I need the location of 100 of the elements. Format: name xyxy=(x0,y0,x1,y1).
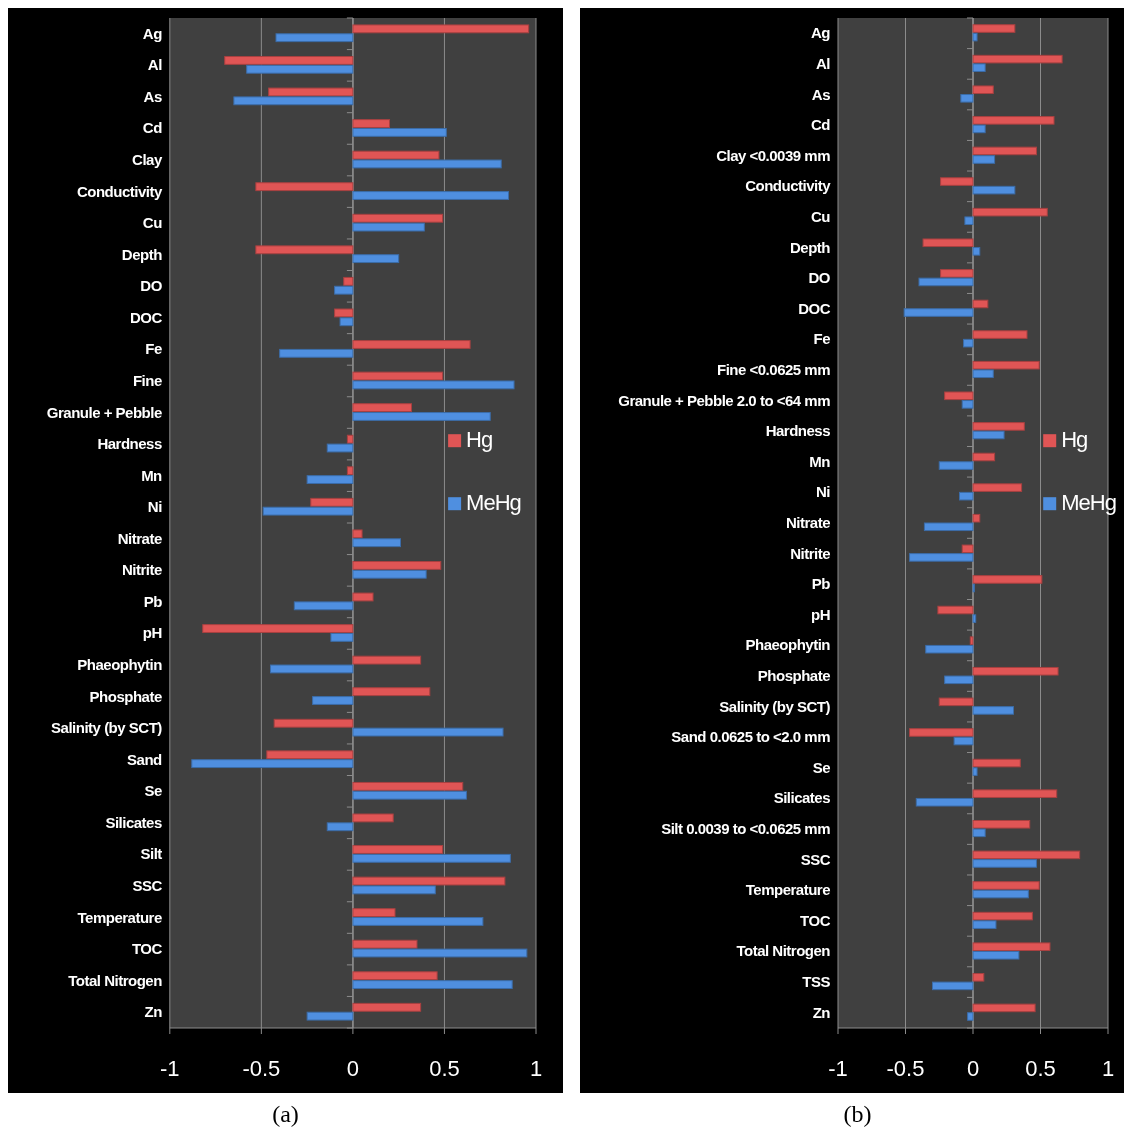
bar xyxy=(972,920,997,929)
x-tick-label: -1 xyxy=(828,1056,848,1081)
bar xyxy=(922,238,974,248)
y-tick-label: Cd xyxy=(142,119,163,137)
bar xyxy=(352,538,402,548)
bar xyxy=(275,33,354,43)
bar xyxy=(330,632,354,642)
bar xyxy=(352,380,515,390)
bar xyxy=(352,159,502,169)
bar xyxy=(352,191,510,200)
bar xyxy=(972,575,1043,584)
y-tick-label: Zn xyxy=(144,1003,163,1021)
bar xyxy=(932,981,974,991)
bar xyxy=(972,881,1040,890)
bar xyxy=(972,706,1014,715)
bar xyxy=(972,330,1028,339)
bar xyxy=(972,360,1040,370)
bar xyxy=(972,819,1031,829)
bar xyxy=(255,182,354,192)
x-tick-label: 0.5 xyxy=(1025,1056,1056,1081)
x-tick-label: -1 xyxy=(160,1056,180,1081)
y-tick-label: Ni xyxy=(147,498,163,516)
y-tick-label: DOC xyxy=(798,299,831,317)
y-tick-label: Total Nitrogen xyxy=(68,971,163,989)
y-tick-label: Phaeophytin xyxy=(77,656,163,674)
bar xyxy=(972,850,1081,860)
y-tick-label: Pb xyxy=(811,575,831,593)
bar xyxy=(938,461,974,470)
bar xyxy=(273,718,354,728)
bar xyxy=(312,696,354,705)
bar xyxy=(972,758,1021,768)
bar xyxy=(352,980,513,989)
bar xyxy=(334,285,354,295)
y-tick-label: Silicates xyxy=(773,789,831,807)
bar xyxy=(246,64,354,74)
x-tick-label: 1 xyxy=(1101,1056,1115,1081)
bar xyxy=(352,1002,422,1012)
bar xyxy=(972,422,1025,431)
bar xyxy=(972,889,1029,899)
bar xyxy=(972,942,1051,951)
bar xyxy=(972,859,1037,868)
y-tick-label: Temperature xyxy=(77,908,162,926)
y-tick-label: pH xyxy=(811,605,830,623)
bar xyxy=(972,32,978,42)
bar xyxy=(972,828,986,838)
bar xyxy=(972,483,1023,492)
bar xyxy=(326,443,354,453)
bar xyxy=(944,391,974,401)
y-tick-label: DO xyxy=(140,277,163,295)
bar xyxy=(352,127,447,137)
bar xyxy=(972,185,1016,195)
bar xyxy=(972,124,986,134)
bar xyxy=(352,687,431,697)
bar xyxy=(972,614,977,623)
bar xyxy=(972,146,1037,156)
y-tick-label: SSC xyxy=(132,876,163,894)
y-tick-label: Fe xyxy=(813,330,831,348)
bar xyxy=(352,727,504,737)
y-tick-label: Fine xyxy=(132,371,162,389)
bar xyxy=(352,254,400,264)
bar xyxy=(310,497,354,507)
bar xyxy=(352,150,440,160)
bar xyxy=(268,87,354,97)
bar xyxy=(224,56,354,65)
bar xyxy=(972,789,1058,798)
y-tick-label: Fine <0.0625 mm xyxy=(717,360,831,378)
bar xyxy=(352,971,438,981)
bar xyxy=(963,338,974,348)
y-tick-label: Nitrite xyxy=(121,561,162,579)
legend-label: MeHg xyxy=(466,490,521,516)
bar xyxy=(909,728,974,737)
y-tick-label: Silicates xyxy=(105,813,162,831)
bar xyxy=(326,822,354,832)
y-tick-label: Conductivity xyxy=(76,182,163,200)
bar xyxy=(938,697,974,707)
bar xyxy=(972,85,994,95)
bar xyxy=(964,216,974,226)
x-tick-label: -0.5 xyxy=(886,1056,925,1081)
bar xyxy=(352,222,425,232)
y-tick-label: Depth xyxy=(121,245,163,263)
y-tick-label: Salinity (by SCT) xyxy=(719,697,831,715)
y-tick-label: Clay xyxy=(132,151,163,169)
bar xyxy=(306,1011,354,1021)
bar xyxy=(918,277,974,287)
bar xyxy=(334,308,354,318)
bar xyxy=(961,400,974,409)
y-tick-label: Cu xyxy=(142,214,163,232)
bar xyxy=(352,592,374,602)
legend-label: Hg xyxy=(1061,427,1088,453)
bar xyxy=(944,675,974,685)
y-tick-label: Zn xyxy=(812,1003,831,1021)
y-tick-label: Silt 0.0039 to <0.0625 mm xyxy=(661,820,831,838)
bar xyxy=(352,948,528,958)
bar xyxy=(937,605,974,615)
y-tick-label: Cu xyxy=(811,207,831,225)
bar xyxy=(972,63,986,72)
y-tick-label: Fe xyxy=(145,340,162,358)
legend-label: MeHg xyxy=(1061,490,1116,516)
text: (b) xyxy=(843,1101,872,1127)
y-tick-label: Al xyxy=(816,54,831,72)
